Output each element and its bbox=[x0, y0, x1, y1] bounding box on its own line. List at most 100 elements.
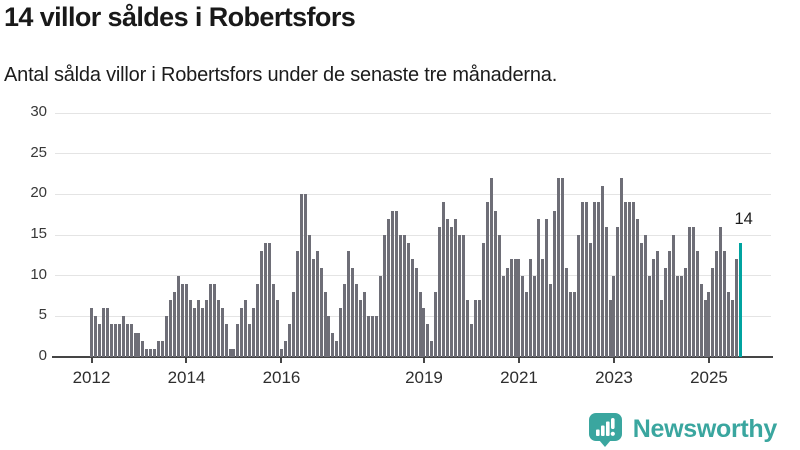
chart-bar bbox=[153, 348, 157, 357]
x-axis-label-2021: 2021 bbox=[500, 368, 538, 387]
chart-bar bbox=[406, 243, 410, 357]
chart-bar bbox=[481, 243, 485, 357]
chart-bar bbox=[260, 251, 264, 357]
chart-bar bbox=[430, 340, 434, 357]
chart-bar bbox=[335, 340, 339, 357]
x-tick-2014 bbox=[185, 357, 188, 363]
chart-bar bbox=[497, 235, 501, 357]
x-axis-label-2014: 2014 bbox=[167, 368, 206, 387]
chart-bar bbox=[671, 235, 675, 357]
chart-bar bbox=[632, 202, 636, 357]
chart-bar bbox=[173, 291, 177, 357]
chart-bar bbox=[501, 275, 505, 357]
newsworthy-brand: Newsworthy bbox=[588, 412, 777, 447]
chart-bar bbox=[438, 226, 442, 357]
chart-bar bbox=[252, 308, 256, 357]
chart-bar bbox=[367, 316, 371, 357]
chart-bar bbox=[663, 267, 667, 357]
chart-bar bbox=[695, 251, 699, 357]
chart-bar bbox=[291, 291, 295, 357]
chart-bar bbox=[93, 316, 97, 357]
chart-bar bbox=[276, 300, 280, 357]
chart-bar bbox=[141, 340, 145, 357]
chart-bar bbox=[525, 291, 529, 357]
chart-bar bbox=[232, 348, 236, 357]
chart-bar bbox=[224, 324, 228, 357]
chart-bar bbox=[414, 267, 418, 357]
chart-bar bbox=[378, 275, 382, 357]
chart-bar bbox=[208, 283, 212, 357]
chart-title: 14 villor såldes i Robertsfors bbox=[4, 2, 356, 32]
chart-bar bbox=[279, 348, 283, 357]
chart-bar bbox=[719, 226, 723, 357]
chart-bar bbox=[97, 324, 101, 357]
y-axis-label-20: 20 bbox=[30, 184, 47, 202]
chart-bar bbox=[450, 226, 454, 357]
gridline-25 bbox=[55, 153, 771, 155]
chart-bar bbox=[557, 178, 561, 357]
chart-bar bbox=[640, 243, 644, 357]
chart-bar bbox=[188, 300, 192, 357]
chart-bar bbox=[462, 235, 466, 357]
chart-bar bbox=[572, 291, 576, 357]
chart-bar bbox=[220, 308, 224, 357]
chart-bar bbox=[272, 283, 276, 357]
chart-bar bbox=[707, 291, 711, 357]
chart-bar bbox=[311, 259, 315, 357]
chart-bar bbox=[382, 235, 386, 357]
chart-bar bbox=[541, 259, 545, 357]
chart-bar bbox=[659, 300, 663, 357]
y-axis-label-10: 10 bbox=[30, 265, 47, 283]
chart-bar bbox=[101, 308, 105, 357]
chart-bar bbox=[196, 300, 200, 357]
chart-bar bbox=[125, 324, 129, 357]
chart-bar bbox=[608, 300, 612, 357]
chart-bar bbox=[359, 300, 363, 357]
chart-bar bbox=[256, 283, 260, 357]
chart-bar bbox=[410, 259, 414, 357]
y-axis-label-25: 25 bbox=[30, 143, 47, 161]
chart-bar bbox=[394, 210, 398, 357]
x-tick-2016 bbox=[280, 357, 283, 363]
chart-bar bbox=[113, 324, 117, 357]
chart-bar bbox=[327, 316, 331, 357]
chart-bar bbox=[212, 283, 216, 357]
chart-bar bbox=[339, 308, 343, 357]
chart-bar bbox=[545, 218, 549, 357]
gridline-20 bbox=[55, 193, 771, 195]
chart-bar bbox=[398, 235, 402, 357]
plot-area: 0 5 10 15 20 25 30 2012 2014 2016 2019 2021 2023 2025… bbox=[30, 104, 773, 387]
chart-bar bbox=[109, 324, 113, 357]
chart-bar bbox=[466, 300, 470, 357]
chart-bar bbox=[303, 194, 307, 357]
x-axis-label-2023: 2023 bbox=[595, 368, 633, 387]
chart-bar bbox=[228, 348, 232, 357]
chart-bar bbox=[489, 178, 493, 357]
x-tick-2012 bbox=[90, 357, 93, 363]
chart-bar bbox=[549, 283, 553, 357]
chart-bar bbox=[600, 186, 604, 357]
gridline-15 bbox=[55, 234, 771, 236]
chart-bar bbox=[240, 308, 244, 357]
chart-bar bbox=[469, 324, 473, 357]
chart-bar bbox=[374, 316, 378, 357]
chart-bar bbox=[177, 275, 181, 357]
chart-bar bbox=[458, 235, 462, 357]
chart-bar bbox=[426, 324, 430, 357]
chart-bar bbox=[402, 235, 406, 357]
chart-bar bbox=[248, 324, 252, 357]
chart-bar bbox=[454, 218, 458, 357]
x-axis-label-2012: 2012 bbox=[72, 368, 111, 387]
chart-bar bbox=[731, 300, 735, 357]
chart-bar bbox=[264, 243, 268, 357]
chart-bar bbox=[323, 291, 327, 357]
chart-bar bbox=[537, 218, 541, 357]
chart-bar bbox=[244, 300, 248, 357]
chart-bar bbox=[596, 202, 600, 357]
newsworthy-brand-text: Newsworthy bbox=[632, 415, 778, 443]
chart-bar bbox=[161, 340, 165, 357]
chart-bar bbox=[715, 251, 719, 357]
chart-bar bbox=[561, 178, 565, 357]
chart-bar bbox=[604, 226, 608, 357]
chart-bar bbox=[735, 259, 739, 357]
